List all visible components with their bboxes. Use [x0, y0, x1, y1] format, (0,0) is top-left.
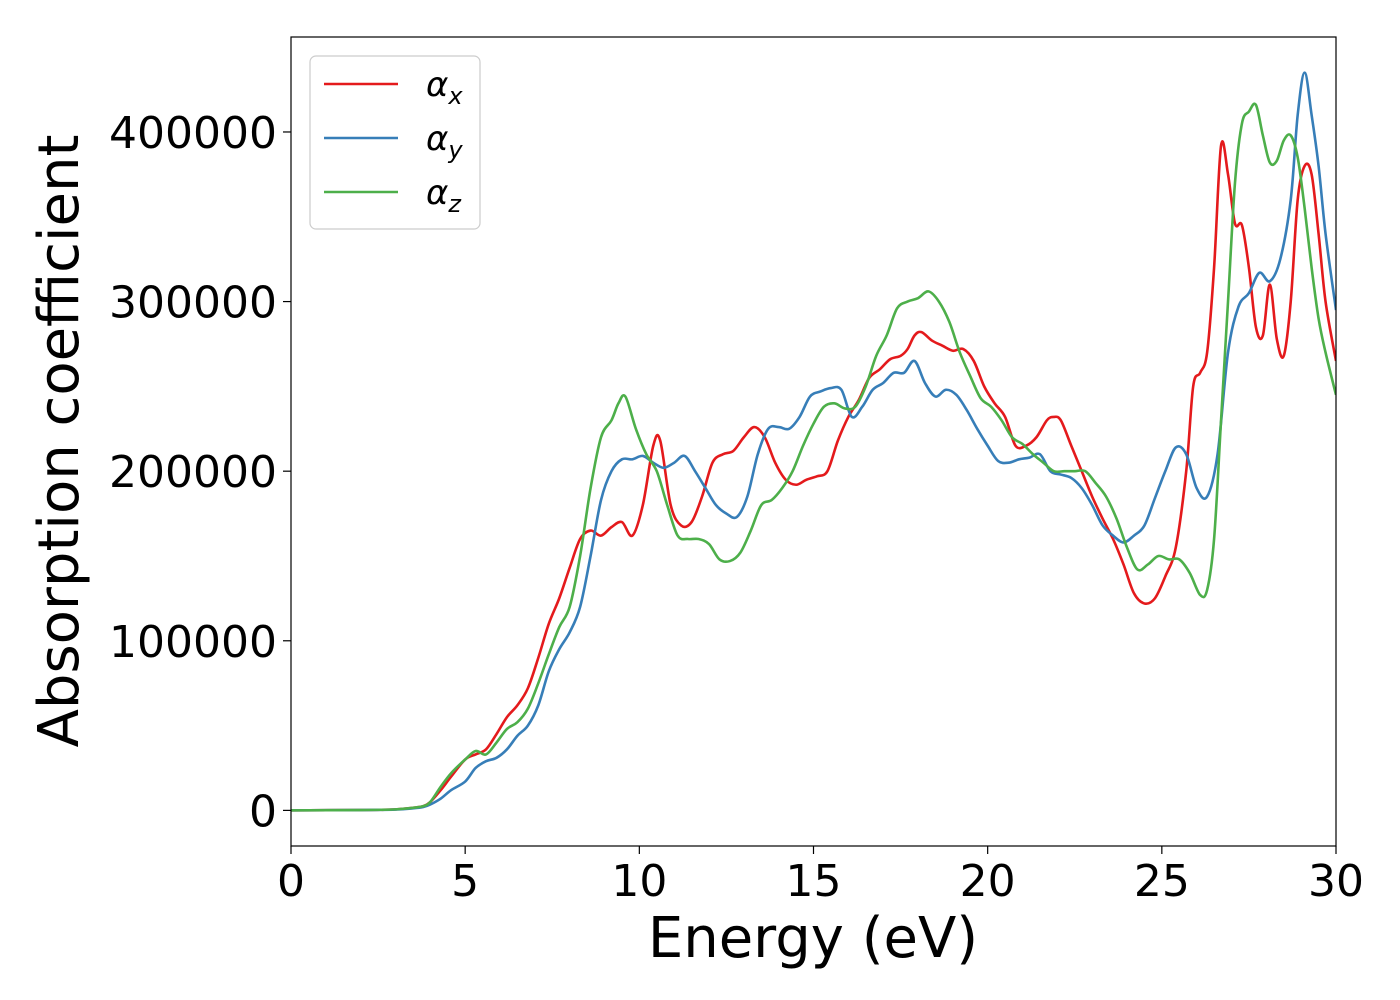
series-line-y — [291, 71, 1336, 812]
y-tick-label: 300000 — [109, 278, 277, 329]
x-tick-label: 25 — [1134, 856, 1190, 907]
legend-label-x: αx — [426, 65, 463, 110]
y-tick-label: 400000 — [109, 108, 277, 159]
series-line-z — [291, 102, 1336, 812]
y-tick-label: 200000 — [109, 447, 277, 498]
series-line-x — [291, 140, 1336, 812]
x-tick-label: 0 — [277, 856, 305, 907]
x-tick-label: 15 — [786, 856, 842, 907]
y-axis-label: Absorption coefficient — [27, 135, 92, 748]
x-tick-label: 20 — [960, 856, 1016, 907]
y-axis-ticks: 0 100000 200000 300000 400000 — [109, 108, 291, 837]
legend-label-y: αy — [426, 119, 463, 164]
plot-lines — [291, 71, 1336, 812]
x-tick-label: 5 — [451, 856, 479, 907]
x-axis-label: Energy (eV) — [648, 906, 978, 971]
x-tick-label: 10 — [611, 856, 667, 907]
x-axis-ticks: 0 5 10 15 20 25 30 — [277, 846, 1364, 907]
x-tick-label: 30 — [1308, 856, 1364, 907]
legend-box — [309, 55, 481, 230]
y-tick-label: 0 — [249, 786, 277, 837]
y-tick-label: 100000 — [109, 617, 277, 668]
